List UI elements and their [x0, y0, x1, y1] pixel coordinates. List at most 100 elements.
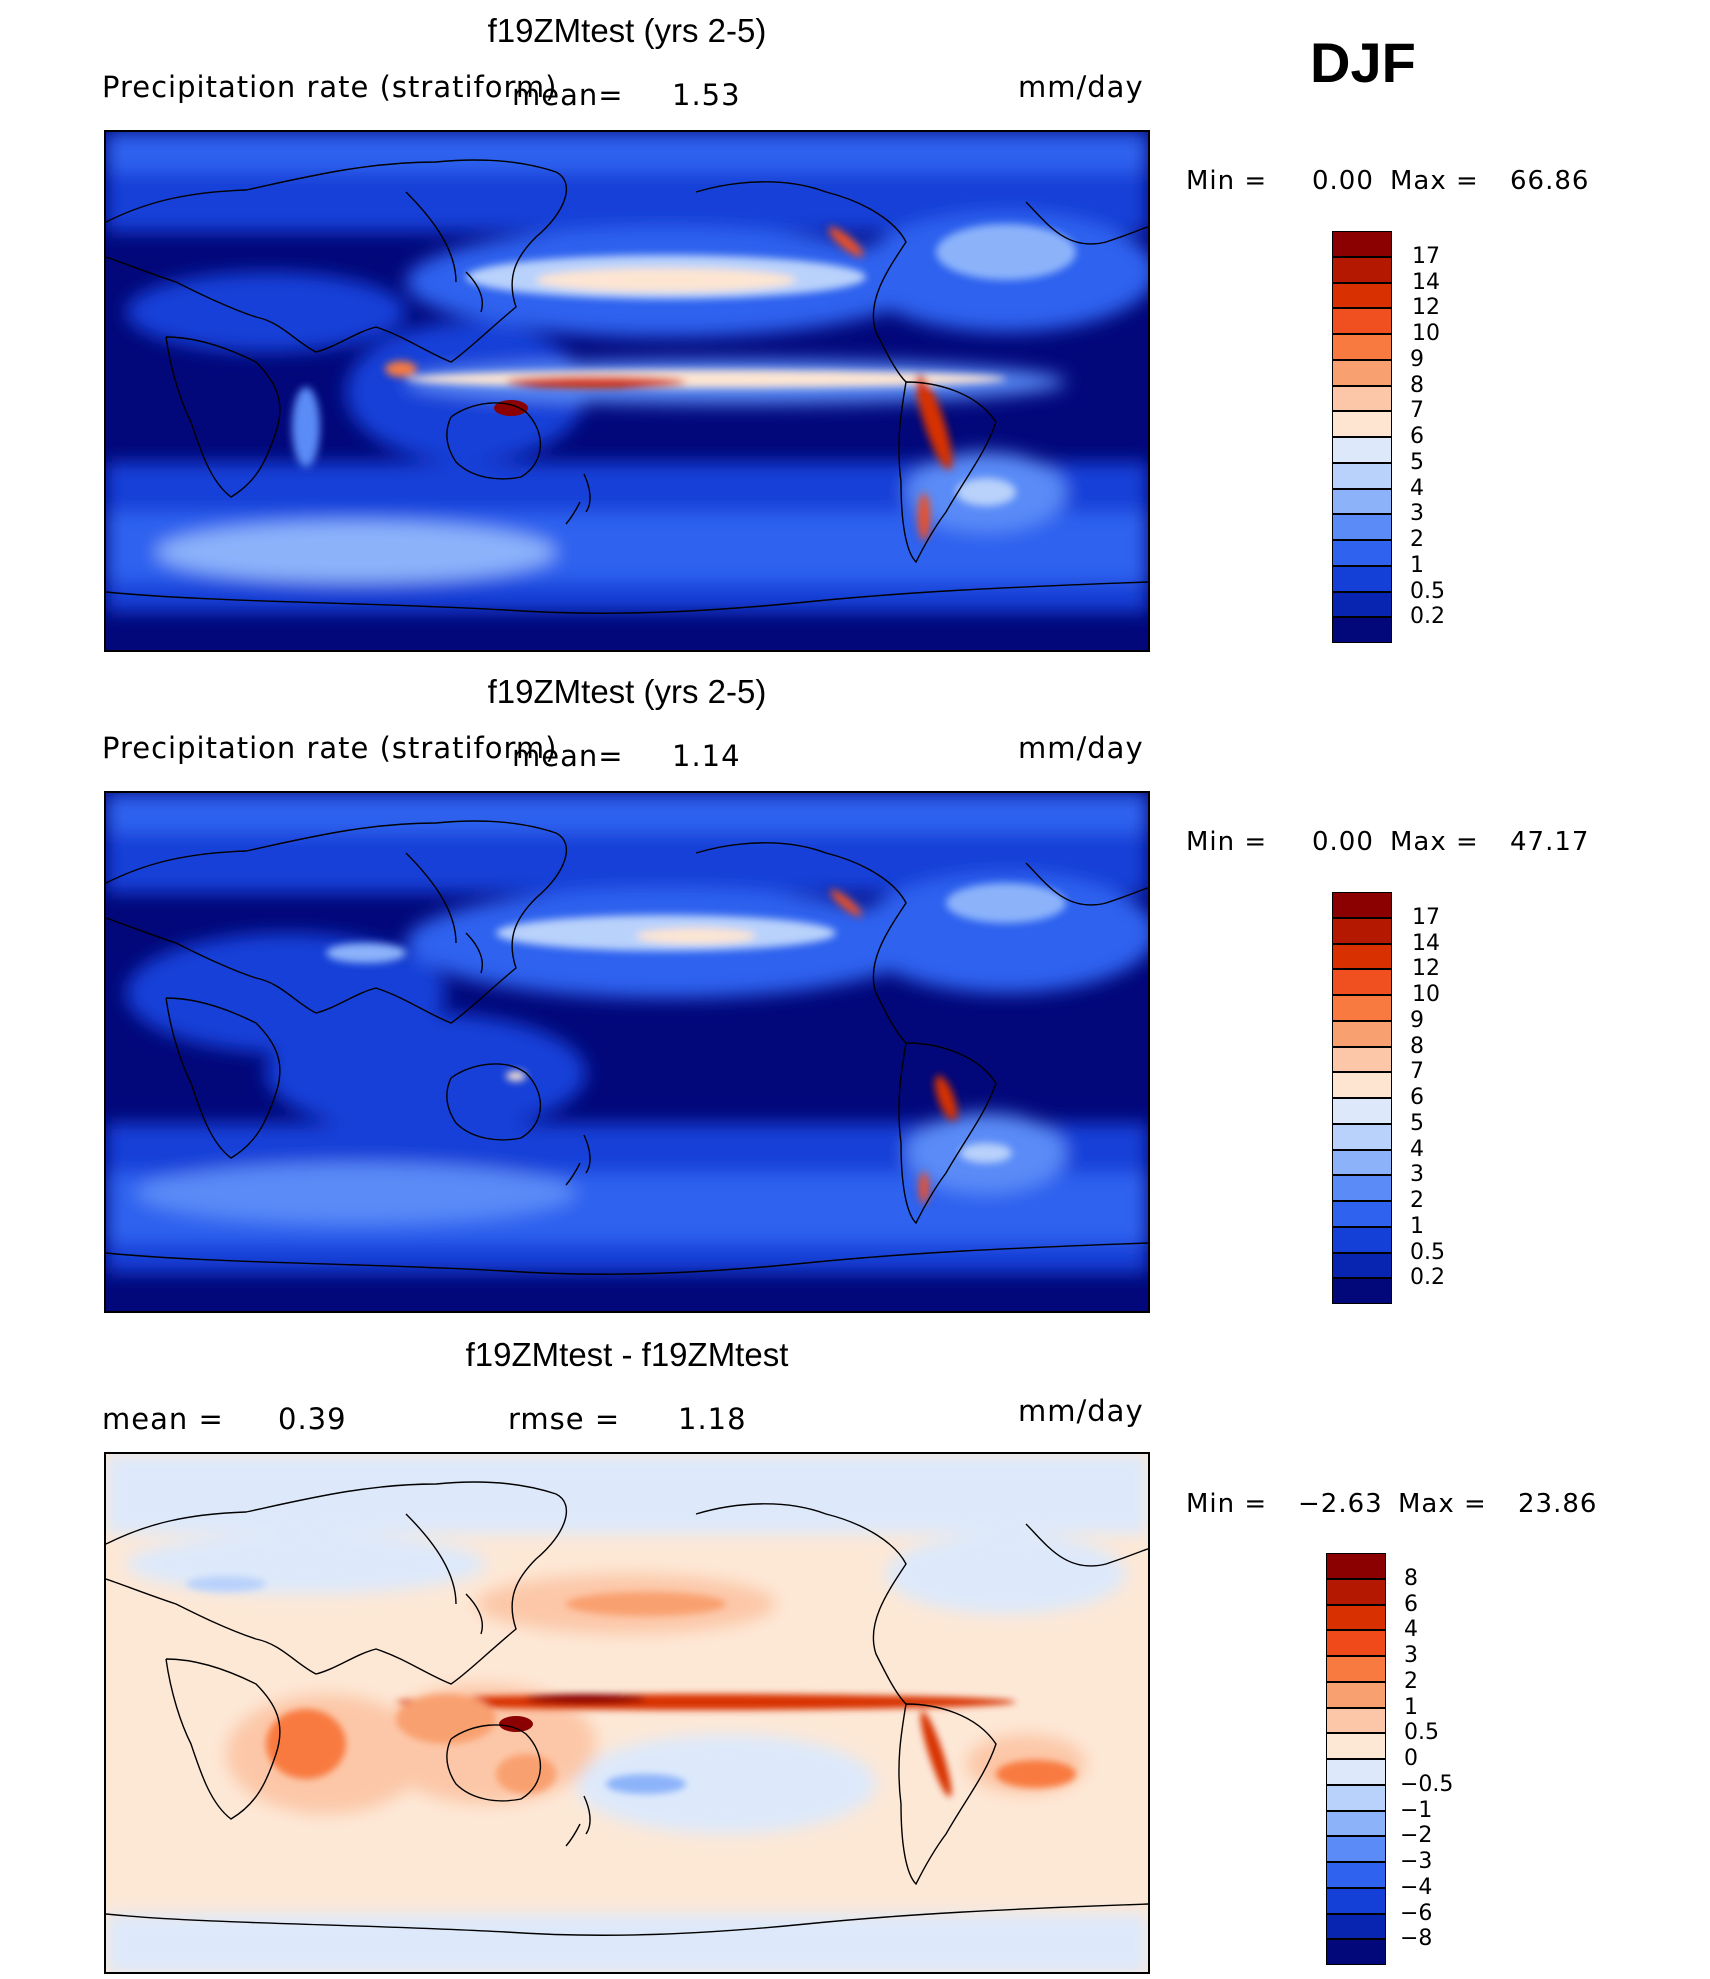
- colorbar-label: 3: [1404, 1643, 1418, 1668]
- colorbar-swatch: [1332, 308, 1392, 334]
- panel2-min-value: 0.00: [1312, 827, 1374, 857]
- panel1-min-value: 0.00: [1312, 166, 1374, 196]
- colorbar-label: 8: [1410, 1033, 1424, 1059]
- panel1-max-value: 66.86: [1510, 166, 1590, 196]
- panel3-units: mm/day: [1018, 1394, 1144, 1428]
- colorbar-swatch: [1332, 591, 1392, 618]
- colorbar-label: 4: [1404, 1617, 1418, 1643]
- colorbar-label: 0.5: [1410, 578, 1445, 604]
- colorbar-label: 12: [1412, 956, 1440, 982]
- colorbar-swatch: [1332, 1226, 1392, 1253]
- colorbar-swatch: [1332, 1098, 1392, 1124]
- colorbar-swatch: [1332, 617, 1392, 643]
- panel1-variable: Precipitation rate (stratiform): [102, 70, 558, 104]
- colorbar-label: 17: [1412, 904, 1440, 930]
- colorbar-label: 12: [1412, 295, 1440, 321]
- colorbar-label: −6: [1400, 1900, 1433, 1926]
- colorbar-label: 7: [1410, 398, 1424, 424]
- colorbar-swatch: [1326, 1810, 1386, 1837]
- colorbar-swatch: [1332, 1020, 1392, 1047]
- panel2-max-label: Max =: [1390, 827, 1479, 857]
- colorbar-label: 7: [1410, 1059, 1424, 1085]
- colorbar-swatch: [1326, 1836, 1386, 1862]
- colorbar-swatch: [1332, 1149, 1392, 1176]
- colorbar-swatch: [1326, 1681, 1386, 1708]
- colorbar-swatch: [1332, 1278, 1392, 1304]
- panel3-field: [106, 1454, 1148, 1972]
- panel3-mean-label: mean =: [102, 1402, 224, 1436]
- colorbar-swatch: [1326, 1630, 1386, 1656]
- colorbar-label: −8: [1400, 1926, 1433, 1952]
- panel3-max-value: 23.86: [1518, 1489, 1598, 1519]
- panel1-map: [104, 130, 1150, 652]
- colorbar-label: −1: [1400, 1797, 1433, 1823]
- colorbar-label: 2: [1404, 1668, 1418, 1694]
- panel1-title: f19ZMtest (yrs 2-5): [487, 12, 767, 49]
- panel2-max-value: 47.17: [1510, 827, 1590, 857]
- panel2-units: mm/day: [1018, 731, 1144, 765]
- colorbar-swatch: [1332, 1046, 1392, 1073]
- colorbar-swatch: [1326, 1553, 1386, 1579]
- colorbar-label: 8: [1410, 372, 1424, 398]
- colorbar-swatch: [1332, 565, 1392, 592]
- colorbar-label: 0.5: [1410, 1239, 1445, 1265]
- colorbar-swatch: [1332, 1201, 1392, 1227]
- panel2-field: [106, 793, 1148, 1311]
- panel2-mean-label: mean=: [512, 739, 624, 773]
- panel1-min-label: Min =: [1186, 166, 1268, 196]
- colorbar-label: −3: [1400, 1849, 1433, 1874]
- colorbar-swatch: [1326, 1578, 1386, 1605]
- colorbar-swatch: [1332, 514, 1392, 540]
- panel1-units: mm/day: [1018, 70, 1144, 104]
- colorbar-label: 2: [1410, 1188, 1424, 1213]
- panel3-colorbar: 8 6 4 3 2 1 0.5 0 −0.5 −1 −2 −3 −4 −6 −8: [1326, 1553, 1453, 1965]
- colorbar-label: 9: [1410, 346, 1424, 372]
- panel3-min-label: Min =: [1186, 1489, 1268, 1519]
- panel1-max-label: Max =: [1390, 166, 1479, 196]
- colorbar-swatch: [1332, 1175, 1392, 1201]
- colorbar-swatch: [1332, 256, 1392, 283]
- panel2-colorbar: 17 14 12 10 9 8 7 6 5 4 3 2 1 0.5 0.2: [1332, 892, 1445, 1304]
- panel1-mean-value: 1.53: [672, 78, 741, 112]
- colorbar-swatch: [1332, 917, 1392, 944]
- panel3-max-label: Max =: [1398, 1489, 1487, 1519]
- colorbar-label: −4: [1400, 1874, 1433, 1900]
- panel1-coastlines: [106, 159, 1148, 614]
- colorbar-swatch: [1326, 1733, 1386, 1759]
- colorbar-label: 10: [1412, 982, 1440, 1007]
- colorbar-label: 6: [1410, 1085, 1424, 1110]
- colorbar-label: 4: [1410, 475, 1424, 501]
- panel2-min-label: Min =: [1186, 827, 1268, 857]
- colorbar-label: 17: [1412, 243, 1440, 269]
- colorbar-swatch: [1326, 1862, 1386, 1888]
- panel1-field: [106, 132, 1148, 650]
- colorbar-label: 2: [1410, 527, 1424, 552]
- colorbar-label: 0.2: [1410, 1265, 1445, 1291]
- colorbar-label: 1: [1410, 1213, 1424, 1239]
- colorbar-label: 6: [1410, 424, 1424, 449]
- colorbar-swatch: [1326, 1913, 1386, 1940]
- colorbar-label: 10: [1412, 321, 1440, 346]
- colorbar-swatch: [1332, 359, 1392, 386]
- colorbar-swatch: [1326, 1939, 1386, 1965]
- panel2-map: [104, 791, 1150, 1313]
- panel3-mean-value: 0.39: [278, 1402, 347, 1436]
- panel3-coastlines: [106, 1481, 1148, 1936]
- colorbar-swatch: [1332, 231, 1392, 257]
- colorbar-swatch: [1326, 1604, 1386, 1631]
- colorbar-label: 3: [1410, 1162, 1424, 1188]
- colorbar-swatch: [1332, 282, 1392, 309]
- panel3-rmse-value: 1.18: [678, 1402, 747, 1436]
- colorbar-swatch: [1332, 943, 1392, 970]
- panel3-min-value: −2.63: [1298, 1489, 1383, 1519]
- colorbar-swatch: [1326, 1656, 1386, 1682]
- colorbar-label: 5: [1410, 1110, 1424, 1136]
- panel2-mean-value: 1.14: [672, 739, 741, 773]
- colorbar-label: 3: [1410, 501, 1424, 527]
- colorbar-label: 14: [1412, 269, 1440, 295]
- colorbar-label: 1: [1404, 1694, 1418, 1720]
- colorbar-label: 4: [1410, 1136, 1424, 1162]
- colorbar-swatch: [1332, 334, 1392, 360]
- colorbar-swatch: [1332, 385, 1392, 412]
- panel3-title: f19ZMtest - f19ZMtest: [465, 1336, 789, 1373]
